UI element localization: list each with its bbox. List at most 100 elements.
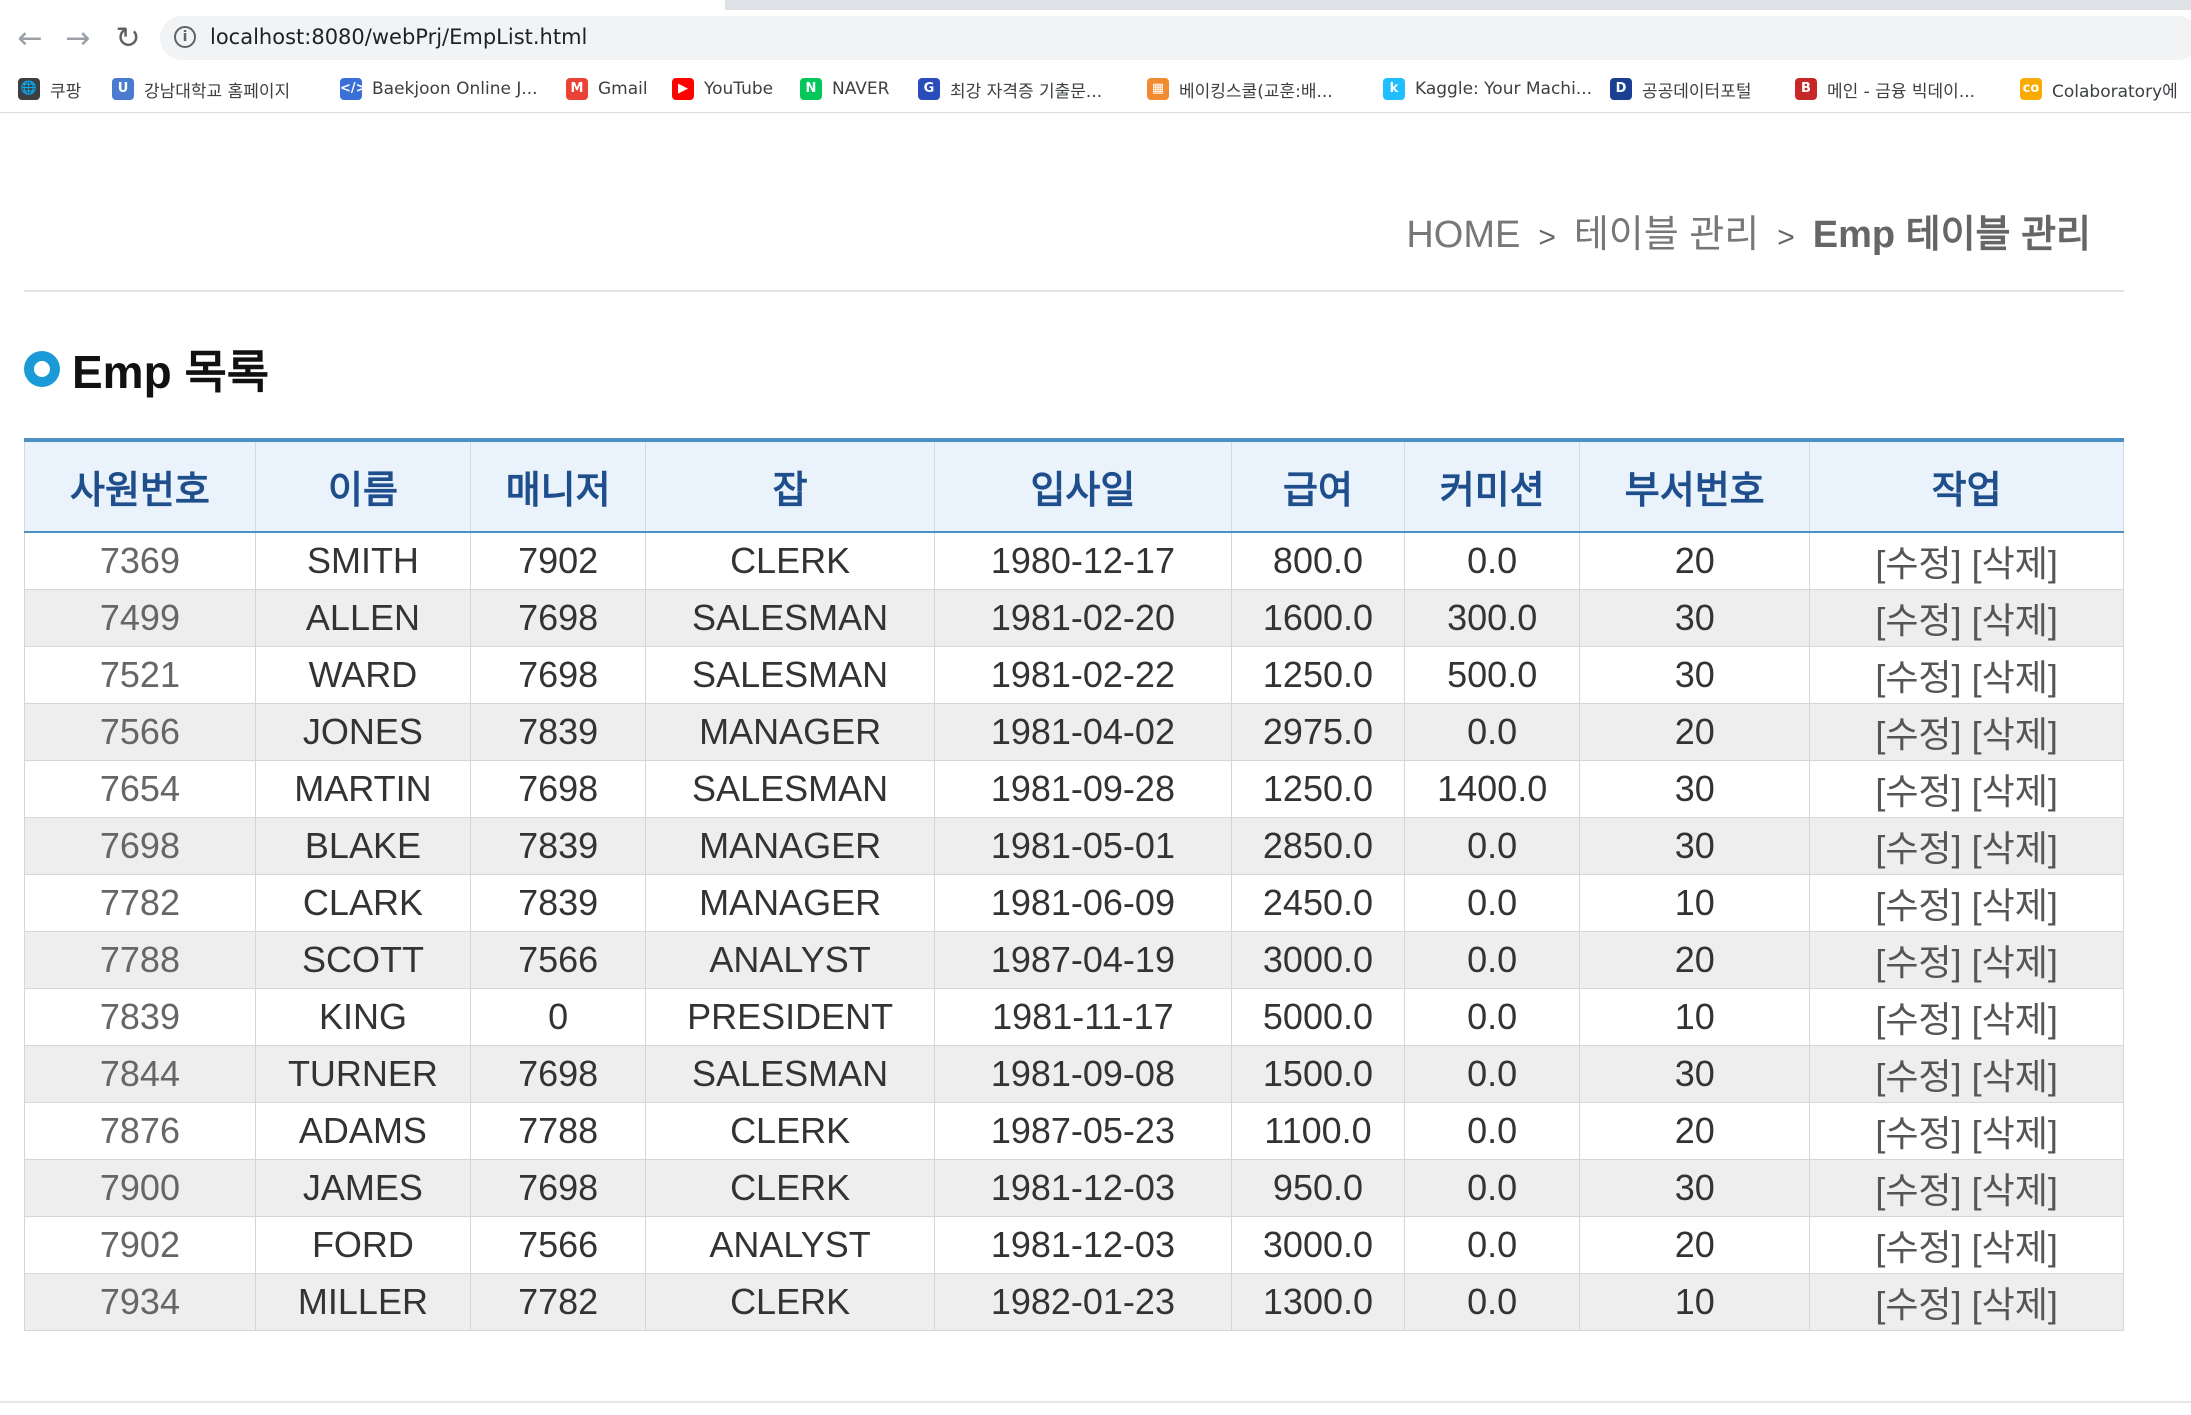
delete-link[interactable]: [삭제] [1971,771,2058,812]
table-body: 7369 SMITH 7902 CLERK 1980-12-17 800.0 0.0 20 [수… [24,531,2124,1331]
cell-job: SALESMAN [645,1045,935,1103]
delete-link[interactable]: [삭제] [1971,828,2058,869]
data-portal-icon: D [1610,78,1632,100]
edit-link[interactable]: [수정] [1875,543,1962,584]
cell-manager: 7566 [470,1216,647,1274]
bookmark-item[interactable]: ▶ YouTube [672,76,773,102]
cell-name: ALLEN [254,589,472,647]
university-icon: U [112,78,134,100]
active-tab[interactable] [0,0,725,10]
cell-job: SALESMAN [645,760,935,818]
table-row: 7876 ADAMS 7788 CLERK 1987-05-23 1100.0 0.0 20[… [24,1102,2124,1160]
edit-link[interactable]: [수정] [1875,771,1962,812]
reload-button[interactable]: ↻ [106,16,150,60]
header-actions: 작업 [1809,438,2124,533]
breadcrumb-separator: > [1538,221,1556,254]
delete-link[interactable]: [삭제] [1971,1227,2058,1268]
cell-salary: 2850.0 [1230,817,1406,875]
cell-commission: 0.0 [1404,874,1581,932]
bookmark-item[interactable]: B 메인 - 금융 빅데이... [1795,76,1975,102]
edit-link[interactable]: [수정] [1875,828,1962,869]
bookmark-label: 최강 자격증 기출문... [950,81,1103,102]
delete-link[interactable]: [삭제] [1971,714,2058,755]
bookmark-item[interactable]: N NAVER [800,76,889,102]
bookmark-item[interactable]: co Colaboratory에 [2020,76,2178,102]
kaggle-icon: k [1383,78,1405,100]
cell-deptno: 20 [1579,931,1811,989]
bookmark-label: YouTube [704,79,774,99]
delete-link[interactable]: [삭제] [1971,657,2058,698]
bookmark-label: 공공데이터포털 [1642,81,1752,102]
cell-commission: 1400.0 [1404,760,1581,818]
edit-link[interactable]: [수정] [1875,1284,1962,1325]
cell-salary: 3000.0 [1230,1216,1406,1274]
table-row: 7566 JONES 7839 MANAGER 1981-04-02 2975.0 0.0 2… [24,703,2124,761]
breadcrumb-table-management[interactable]: 테이블 관리 [1573,214,1760,256]
cell-empno: 7698 [24,817,256,875]
info-icon[interactable]: i [174,26,196,48]
address-bar[interactable]: i localhost:8080/webPrj/EmpList.html [160,16,2191,60]
cell-manager: 7698 [470,1159,647,1217]
cell-empno: 7934 [24,1273,256,1331]
cell-empno: 7788 [24,931,256,989]
cell-name: SMITH [254,531,472,590]
delete-link[interactable]: [삭제] [1971,600,2058,641]
cell-deptno: 20 [1579,531,1811,590]
cell-name: JONES [254,703,472,761]
cell-deptno: 30 [1579,817,1811,875]
edit-link[interactable]: [수정] [1875,1113,1962,1154]
edit-link[interactable]: [수정] [1875,1170,1962,1211]
cell-commission: 500.0 [1404,646,1581,704]
bookmark-label: 쿠팡 [50,81,82,102]
header-deptno: 부서번호 [1579,438,1811,533]
edit-link[interactable]: [수정] [1875,999,1962,1040]
delete-link[interactable]: [삭제] [1971,1113,2058,1154]
delete-link[interactable]: [삭제] [1971,1056,2058,1097]
delete-link[interactable]: [삭제] [1971,999,2058,1040]
cell-salary: 2450.0 [1230,874,1406,932]
bookmark-item[interactable]: k Kaggle: Your Machi... [1383,76,1592,102]
url-text[interactable]: localhost:8080/webPrj/EmpList.html [210,25,588,49]
header-manager: 매니저 [470,438,647,533]
cell-hiredate: 1981-09-28 [933,760,1232,818]
breadcrumb-current: Emp 테이블 관리 [1812,214,2091,256]
edit-link[interactable]: [수정] [1875,885,1962,926]
youtube-icon: ▶ [672,78,694,100]
bookmark-item[interactable]: G 최강 자격증 기출문... [918,76,1102,102]
cell-job: SALESMAN [645,589,935,647]
bookmark-item[interactable]: ▦ 베이킹스쿨(교훈:배... [1147,76,1333,102]
edit-link[interactable]: [수정] [1875,714,1962,755]
bookmark-item[interactable]: M Gmail [566,76,648,102]
bookmark-item[interactable]: </> Baekjoon Online J... [340,76,538,102]
cell-actions: [수정] [삭제] [1809,1216,2124,1274]
delete-link[interactable]: [삭제] [1971,885,2058,926]
cell-manager: 7566 [470,931,647,989]
edit-link[interactable]: [수정] [1875,1227,1962,1268]
back-button[interactable]: ← [8,16,52,60]
edit-link[interactable]: [수정] [1875,657,1962,698]
edit-link[interactable]: [수정] [1875,942,1962,983]
bookmarks-bar: 🌐 쿠팡 U 강남대학교 홈페이지 </> Baekjoon Online J... M Gm… [0,66,2191,113]
table-row: 7839 KING 0 PRESIDENT 1981-11-17 5000.0 0.0 10[… [24,988,2124,1046]
cell-actions: [수정] [삭제] [1809,1159,2124,1217]
cell-salary: 1250.0 [1230,760,1406,818]
header-salary: 급여 [1230,438,1406,533]
bookmark-item[interactable]: D 공공데이터포털 [1610,76,1751,102]
bookmark-item[interactable]: U 강남대학교 홈페이지 [112,76,290,102]
edit-link[interactable]: [수정] [1875,600,1962,641]
bookmark-label: Kaggle: Your Machi... [1415,79,1592,99]
forward-button[interactable]: → [56,16,100,60]
delete-link[interactable]: [삭제] [1971,1284,2058,1325]
delete-link[interactable]: [삭제] [1971,1170,2058,1211]
cell-manager: 0 [470,988,647,1046]
delete-link[interactable]: [삭제] [1971,543,2058,584]
bookmark-item[interactable]: 🌐 쿠팡 [18,76,81,102]
cell-deptno: 20 [1579,703,1811,761]
breadcrumb-home[interactable]: HOME [1406,214,1521,256]
delete-link[interactable]: [삭제] [1971,942,2058,983]
cell-commission: 0.0 [1404,531,1581,590]
cell-commission: 0.0 [1404,1216,1581,1274]
cell-actions: [수정] [삭제] [1809,874,2124,932]
cell-empno: 7654 [24,760,256,818]
edit-link[interactable]: [수정] [1875,1056,1962,1097]
